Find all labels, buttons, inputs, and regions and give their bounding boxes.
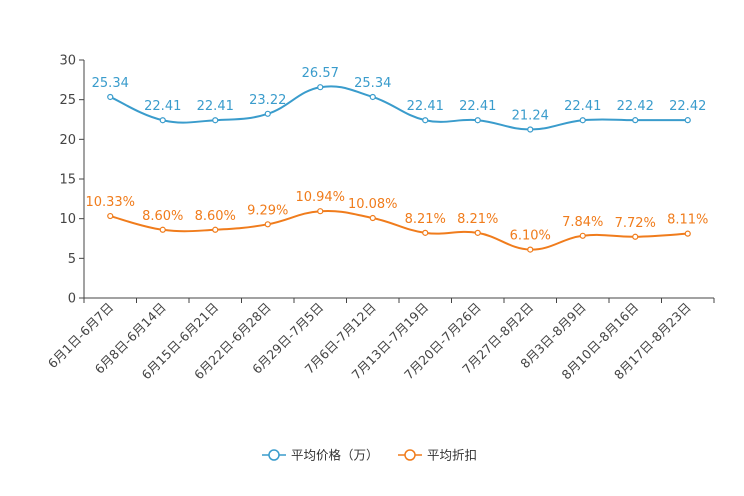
x-ticks: 6月1日-6月7日6月8日-6月14日6月15日-6月21日6月22日-6月28… xyxy=(45,298,715,382)
y-ticks: 0 5 10 15 20 25 30 xyxy=(59,54,84,307)
data-label: 22.42 xyxy=(669,99,706,114)
legend-label: 平均价格（万） xyxy=(291,448,379,463)
legend-item-1[interactable]: 平均折扣 xyxy=(398,448,477,463)
data-label: 26.57 xyxy=(302,66,339,81)
data-point[interactable] xyxy=(579,117,586,124)
y-tick-label: 30 xyxy=(59,54,76,69)
data-label: 22.41 xyxy=(197,99,234,114)
data-label: 23.22 xyxy=(249,93,286,108)
data-point[interactable] xyxy=(422,229,429,236)
data-point[interactable] xyxy=(264,221,271,228)
data-point[interactable] xyxy=(317,84,324,91)
legend: 平均价格（万） 平均折扣 xyxy=(262,448,477,463)
data-label: 8.21% xyxy=(405,212,446,227)
y-tick-label: 20 xyxy=(59,133,76,148)
data-label: 7.72% xyxy=(615,216,656,231)
data-label: 21.24 xyxy=(512,108,549,123)
data-point[interactable] xyxy=(632,117,639,124)
data-label: 6.10% xyxy=(510,229,551,244)
data-point[interactable] xyxy=(684,117,691,124)
data-label: 8.60% xyxy=(142,209,183,224)
data-point[interactable] xyxy=(317,208,324,215)
data-label: 9.29% xyxy=(247,203,288,218)
data-point[interactable] xyxy=(474,117,481,124)
data-point[interactable] xyxy=(369,214,376,222)
series-0: 25.34 22.41 22.41 23.22 26.57 25.34 22.41 22.41… xyxy=(92,66,706,133)
data-point[interactable] xyxy=(422,117,429,124)
legend-marker-icon xyxy=(404,449,416,461)
data-label: 22.41 xyxy=(407,99,444,114)
data-label: 7.84% xyxy=(562,215,603,230)
series-1: 10.33% 8.60% 8.60% 9.29% 10.94% 10.08% 8.21% 8.… xyxy=(85,190,708,253)
data-point[interactable] xyxy=(632,233,639,240)
y-tick-label: 10 xyxy=(59,212,76,227)
data-point[interactable] xyxy=(212,226,219,233)
data-point[interactable] xyxy=(264,110,271,117)
data-point[interactable] xyxy=(212,117,219,124)
data-label: 25.34 xyxy=(92,76,129,91)
series-group: 25.34 22.41 22.41 23.22 26.57 25.34 22.41 22.41… xyxy=(85,66,708,253)
data-point[interactable] xyxy=(579,232,586,239)
y-tick-label: 5 xyxy=(68,252,76,267)
y-tick-label: 0 xyxy=(68,292,76,307)
legend-item-0[interactable]: 平均价格（万） xyxy=(262,448,379,463)
data-point[interactable] xyxy=(527,246,534,253)
data-label: 10.94% xyxy=(295,190,345,205)
series-line xyxy=(109,85,688,131)
y-tick-label: 25 xyxy=(59,93,76,108)
y-tick-label: 15 xyxy=(59,173,76,188)
data-point[interactable] xyxy=(684,230,691,237)
data-label: 22.42 xyxy=(617,99,654,114)
data-point[interactable] xyxy=(107,93,114,101)
data-label: 10.33% xyxy=(85,195,135,210)
data-point[interactable] xyxy=(527,126,534,133)
legend-marker-icon xyxy=(268,449,280,461)
data-label: 8.11% xyxy=(667,213,708,228)
data-label: 22.41 xyxy=(144,99,181,114)
data-point[interactable] xyxy=(159,226,166,233)
legend-label: 平均折扣 xyxy=(427,448,477,463)
data-label: 25.34 xyxy=(354,76,391,91)
data-label: 8.60% xyxy=(195,209,236,224)
data-label: 8.21% xyxy=(457,212,498,227)
data-label: 22.41 xyxy=(564,99,601,114)
data-point[interactable] xyxy=(107,212,114,220)
data-label: 10.08% xyxy=(348,197,398,212)
data-point[interactable] xyxy=(474,229,481,236)
data-point[interactable] xyxy=(159,117,166,124)
axes xyxy=(83,60,714,299)
data-point[interactable] xyxy=(369,93,376,101)
series-line xyxy=(109,209,688,251)
data-label: 22.41 xyxy=(459,99,496,114)
